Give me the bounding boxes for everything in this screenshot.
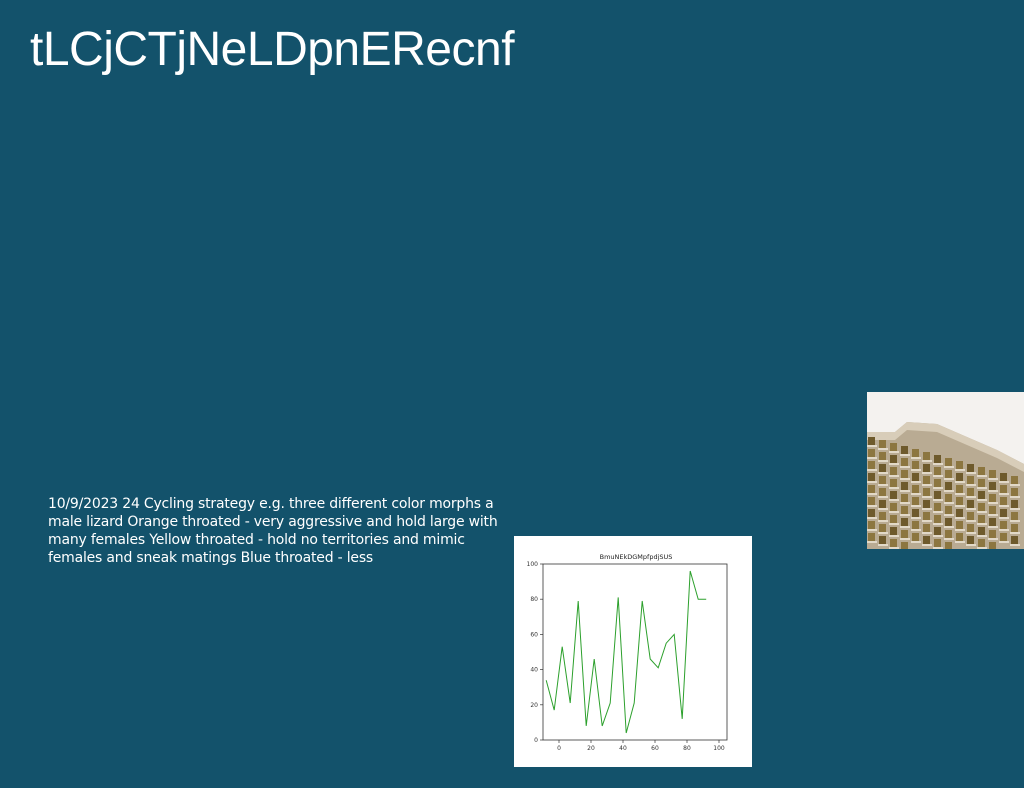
series-line — [545, 570, 707, 734]
slide-body-text: 10/9/2023 24 Cycling strategy e.g. three… — [48, 496, 498, 566]
building-photo-icon — [867, 392, 1024, 549]
line-chart-svg: BmuNEkDGMpfpdjSUS 0 20 40 60 80 100 0 20 40 60 80 1… — [527, 553, 728, 752]
x-tick-label: 0 — [557, 745, 561, 752]
chart-axes: 0 20 40 60 80 100 0 20 40 60 80 100 — [527, 561, 725, 752]
y-tick-label: 100 — [527, 561, 539, 568]
y-tick-label: 40 — [530, 667, 538, 674]
y-tick-label: 60 — [530, 631, 538, 638]
y-tick-label: 0 — [534, 737, 538, 744]
chart-title: BmuNEkDGMpfpdjSUS — [600, 553, 673, 561]
y-tick-label: 20 — [530, 702, 538, 709]
building-photo — [867, 392, 1024, 549]
chart-plot-area — [542, 563, 728, 741]
x-tick-label: 80 — [683, 745, 691, 752]
chart-lines — [545, 570, 707, 734]
x-tick-label: 20 — [587, 745, 595, 752]
x-tick-label: 40 — [619, 745, 627, 752]
slide-title: tLCjCTjNeLDpnERecnf — [30, 23, 515, 76]
x-tick-label: 100 — [713, 745, 725, 752]
x-tick-label: 60 — [651, 745, 659, 752]
y-tick-label: 80 — [530, 596, 538, 603]
line-chart: BmuNEkDGMpfpdjSUS 0 20 40 60 80 100 0 20 40 60 80 1… — [514, 536, 752, 767]
